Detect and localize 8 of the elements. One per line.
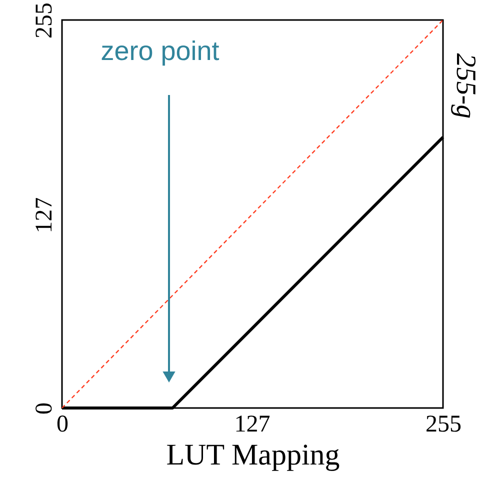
x-tick-label: 255 (426, 412, 462, 438)
x-axis-title: LUT Mapping (166, 438, 340, 472)
y-tick-label: 127 (32, 197, 58, 234)
y-axis-title: 255-g (450, 53, 481, 119)
annotation: zero point (100, 36, 220, 66)
y-tick-label: 0 (32, 402, 58, 414)
x-tick-label: 127 (234, 412, 270, 438)
y-tick-label: 255 (32, 2, 58, 38)
